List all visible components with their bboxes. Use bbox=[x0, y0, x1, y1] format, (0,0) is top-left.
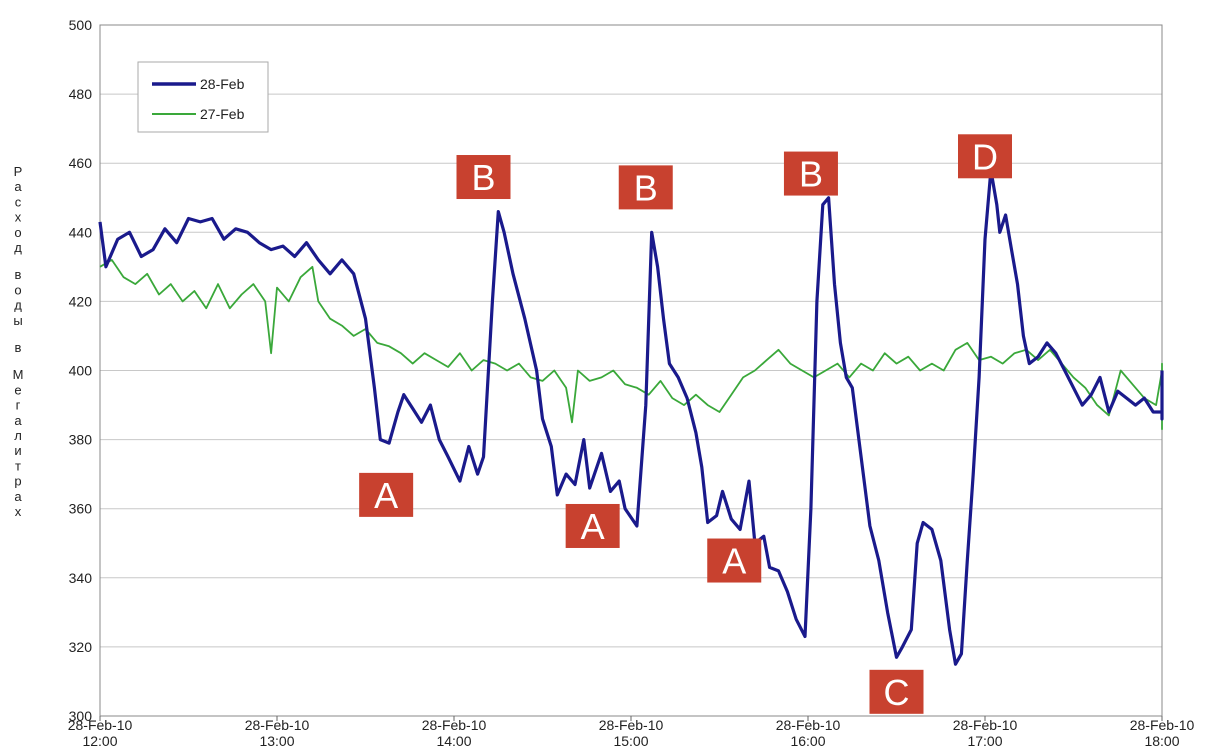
legend-label: 27-Feb bbox=[200, 106, 245, 122]
annotations: A B A B A B C D bbox=[359, 134, 1012, 714]
y-tick-label: 420 bbox=[69, 293, 93, 309]
x-tick-label-time: 15:00 bbox=[613, 733, 648, 749]
x-tick-label-date: 28-Feb-10 bbox=[68, 717, 133, 733]
annotation-box bbox=[783, 151, 838, 196]
series-lines bbox=[98, 168, 1164, 666]
y-tick-label: 460 bbox=[69, 155, 93, 171]
legend-entry: 28-Feb bbox=[152, 76, 245, 92]
y-tick-label: 340 bbox=[69, 570, 93, 586]
annotation-label: A bbox=[722, 541, 746, 582]
y-axis: 300 320 340 360 380 400 420 440 460 480 500 bbox=[69, 17, 93, 724]
annotation-label: D bbox=[972, 136, 998, 177]
y-tick-label: 360 bbox=[69, 501, 93, 517]
x-tick-label-date: 28-Feb-10 bbox=[245, 717, 310, 733]
x-tick-label-time: 17:00 bbox=[967, 733, 1002, 749]
annotation-box bbox=[958, 134, 1012, 179]
y-tick-label: 380 bbox=[69, 432, 93, 448]
x-tick-label-time: 13:00 bbox=[259, 733, 294, 749]
x-axis: 28-Feb-1012:0028-Feb-1013:0028-Feb-1014:… bbox=[68, 716, 1195, 749]
x-tick-label-time: 18:00 bbox=[1144, 733, 1179, 749]
annotation-box bbox=[456, 155, 511, 200]
x-tick-label-date: 28-Feb-10 bbox=[1130, 717, 1195, 733]
annotation-label: A bbox=[581, 506, 605, 547]
annotation-marker-b: B bbox=[783, 151, 838, 196]
annotation-box bbox=[565, 503, 620, 548]
annotation-label: B bbox=[471, 157, 495, 198]
x-tick-label-date: 28-Feb-10 bbox=[953, 717, 1018, 733]
grid bbox=[99, 24, 1163, 717]
x-tick-label-date: 28-Feb-10 bbox=[599, 717, 664, 733]
annotation-box bbox=[707, 538, 762, 583]
annotation-label: C bbox=[884, 672, 910, 713]
annotation-box bbox=[618, 165, 673, 210]
x-tick-label-time: 16:00 bbox=[790, 733, 825, 749]
annotation-marker-a: A bbox=[359, 472, 414, 517]
y-tick-label: 480 bbox=[69, 86, 93, 102]
y-tick-label: 320 bbox=[69, 639, 93, 655]
x-tick-label-time: 12:00 bbox=[82, 733, 117, 749]
annotation-label: B bbox=[799, 154, 823, 195]
legend: 28-Feb 27-Feb bbox=[137, 61, 269, 133]
legend-box bbox=[137, 61, 269, 133]
x-tick-label-date: 28-Feb-10 bbox=[776, 717, 841, 733]
annotation-label: B bbox=[634, 167, 658, 208]
x-tick-label-time: 14:00 bbox=[436, 733, 471, 749]
legend-entry: 27-Feb bbox=[152, 106, 245, 122]
series-line-28-feb bbox=[98, 168, 1164, 666]
annotation-marker-b: B bbox=[456, 155, 511, 200]
legend-label: 28-Feb bbox=[200, 76, 245, 92]
y-tick-label: 500 bbox=[69, 17, 93, 33]
y-tick-label: 400 bbox=[69, 363, 93, 379]
y-tick-label: 440 bbox=[69, 224, 93, 240]
annotation-marker-d: D bbox=[958, 134, 1012, 179]
y-tick-label: 300 bbox=[69, 708, 93, 724]
annotation-marker-b: B bbox=[618, 165, 673, 210]
annotation-marker-c: C bbox=[869, 669, 924, 714]
x-tick-label-date: 28-Feb-10 bbox=[422, 717, 487, 733]
annotation-marker-a: A bbox=[565, 503, 620, 548]
annotation-box bbox=[869, 669, 924, 714]
annotation-marker-a: A bbox=[707, 538, 762, 583]
annotation-label: A bbox=[374, 475, 398, 516]
series-line-27-feb bbox=[99, 258, 1163, 431]
annotation-box bbox=[359, 472, 414, 517]
